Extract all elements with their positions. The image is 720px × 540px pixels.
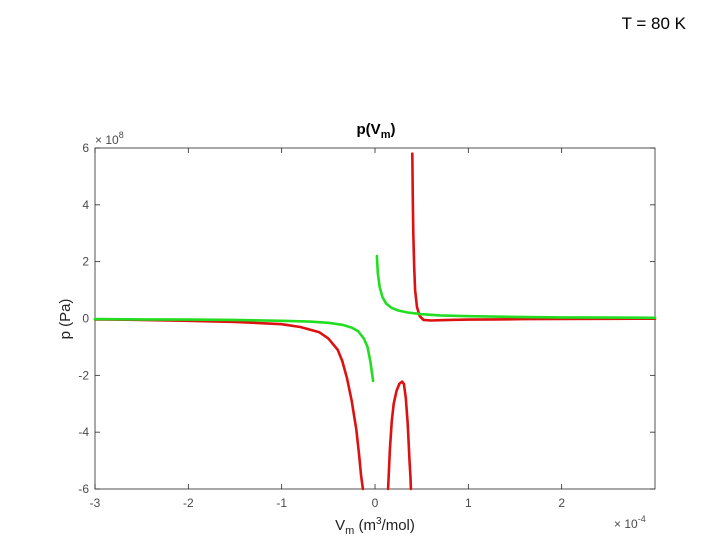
x-tick-label: 1 [465,496,472,510]
series-1-segment-3 [410,152,657,322]
x-tick-label: 2 [558,496,565,510]
y-tick-label: 6 [82,141,89,155]
data-series [93,152,657,491]
series-2-segment-1 [93,317,375,383]
series-1-segment-1 [93,318,365,491]
y-tick-label: 4 [82,198,89,212]
chart-title: p(Vm) [357,121,396,141]
x-tick-label: -1 [276,496,287,510]
y-tick-label: 2 [82,255,89,269]
y-axis-label: p (Pa) [57,299,74,340]
y-tick-label: -6 [78,482,89,496]
series-1-segment-2 [386,380,413,491]
y-tick-label: -4 [78,425,89,439]
y-exponent-label: × 108 [95,130,124,147]
temperature-label: T = 80 K [621,14,686,33]
y-tick-label: -2 [78,368,89,382]
y-tick-label: 0 [82,312,89,326]
x-tick-label: -3 [90,496,101,510]
x-tick-label: -2 [183,496,194,510]
x-axis-ticks: -3 -2 -1 0 1 2 [90,148,565,510]
series-2-segment-2 [375,254,657,320]
x-axis-label: Vm (m3/mol) [335,516,415,537]
x-tick-label: 0 [372,496,379,510]
x-exponent-label: × 10-4 [614,514,646,531]
